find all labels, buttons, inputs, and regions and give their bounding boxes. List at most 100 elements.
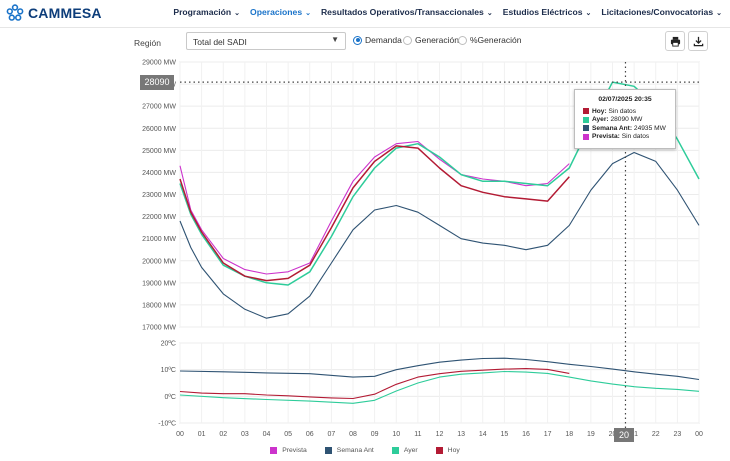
tooltip-date: 02/07/2025 20:35 (598, 96, 652, 103)
y-tick-label: 10ºC (161, 367, 176, 374)
x-tick-label: 15 (500, 431, 508, 438)
nav-licitaciones[interactable]: Licitaciones/Convocatorias ⌄ (601, 7, 722, 17)
legend-label: Prevista (282, 446, 307, 454)
y-tick-label: 25000 MW (142, 148, 176, 155)
radio-dot (403, 35, 412, 45)
y-tick-label: 0ºC (164, 394, 176, 401)
x-tick-label: 00 (695, 431, 703, 438)
nav-label: Estudios Eléctricos (502, 7, 583, 17)
tooltip-row-prevista: Prevista: Sin datos (583, 133, 675, 142)
tooltip-row-ayer: Ayer: 28090 MW (583, 116, 675, 125)
legend-item-ayer[interactable]: Ayer (391, 444, 418, 456)
y-tick-label: 20ºC (161, 341, 176, 348)
x-tick-label: 14 (479, 431, 487, 438)
legend-swatch (270, 446, 278, 454)
x-tick-label: 02 (219, 431, 227, 438)
y-tick-label: 21000 MW (142, 236, 176, 243)
legend-label: Semana Ant (336, 446, 374, 454)
x-tick-label: 04 (263, 431, 271, 438)
y-tick-label: 27000 MW (142, 104, 176, 111)
x-tick-label: 12 (436, 431, 444, 438)
radio-generacion[interactable]: Generación (403, 35, 459, 45)
tooltip-key: Hoy: (592, 107, 607, 115)
x-tick-label: 06 (306, 431, 314, 438)
x-tick-label: 22 (652, 431, 660, 438)
chevron-down-icon: ⌄ (716, 10, 722, 17)
x-tick-label: 09 (371, 431, 379, 438)
x-tick-label: 20 (609, 431, 617, 438)
x-tick-label: 16 (522, 431, 530, 438)
crosshair-x-badge: 20 (614, 428, 634, 442)
printer-icon (670, 36, 680, 47)
tooltip-value: Sin datos (608, 107, 637, 115)
radio-demanda[interactable]: Demanda (353, 35, 402, 45)
legend-item-prevista[interactable]: Prevista (270, 444, 307, 456)
legend-swatch (435, 446, 443, 454)
y-tick-label: 22000 MW (142, 214, 176, 221)
swatch-semana-ant (583, 125, 589, 132)
cammesa-logo-icon (6, 4, 24, 21)
print-button[interactable] (665, 31, 685, 51)
y-tick-label: 20000 MW (142, 258, 176, 265)
swatch-ayer (583, 116, 589, 123)
x-tick-label: 08 (349, 431, 357, 438)
x-tick-label: 03 (241, 431, 249, 438)
legend-swatch (324, 446, 332, 454)
y-tick-label: -10ºC (158, 421, 176, 428)
legend-item-hoy[interactable]: Hoy (435, 444, 460, 456)
brand-name: CAMMESA (28, 5, 102, 21)
nav-label: Operaciones (250, 7, 303, 17)
tooltip-key: Ayer: (592, 116, 609, 124)
radio-label: Generación (415, 35, 459, 45)
crosshair-y-badge: 28090 (140, 75, 174, 90)
nav-label: Licitaciones/Convocatorias (601, 7, 714, 17)
x-tick-label: 19 (587, 431, 595, 438)
download-button[interactable] (688, 31, 708, 51)
tooltip-value: 28090 MW (610, 116, 643, 124)
chart-tooltip: 02/07/2025 20:35 Hoy: Sin datos Ayer: 28… (574, 89, 676, 149)
y-tick-label: 19000 MW (142, 280, 176, 287)
x-tick-label: 13 (457, 431, 465, 438)
chart-legend: Prevista Semana Ant Ayer Hoy (0, 444, 730, 456)
region-select[interactable]: Total del SADI ▼ (186, 32, 346, 50)
main-nav: Programación ⌄ Operaciones ⌄ Resultados Op… (173, 7, 722, 17)
series-line-hoy-demand (179, 145, 570, 282)
tooltip-row-semana-ant: Semana Ant: 24935 MW (583, 124, 675, 133)
series-line-semana-ant-temp (179, 357, 700, 381)
chevron-down-icon: ⌄ (486, 10, 493, 17)
y-tick-label: 18000 MW (142, 302, 176, 309)
x-tick-label: 23 (673, 431, 681, 438)
swatch-hoy (583, 108, 589, 115)
radio-porcentaje-generacion[interactable]: %Generación (458, 35, 522, 45)
x-tick-label: 11 (414, 431, 421, 438)
legend-label: Hoy (447, 446, 460, 454)
x-tick-label: 00 (176, 431, 184, 438)
tooltip-row-hoy: Hoy: Sin datos (583, 107, 675, 116)
nav-operaciones[interactable]: Operaciones ⌄ (250, 7, 311, 17)
swatch-prevista (583, 133, 589, 140)
nav-label: Resultados Operativos/Transaccionales (320, 7, 484, 17)
tooltip-value: Sin datos (621, 133, 650, 141)
legend-label: Ayer (403, 446, 418, 454)
nav-resultados[interactable]: Resultados Operativos/Transaccionales ⌄ (321, 7, 493, 17)
x-tick-label: 05 (284, 431, 292, 438)
radio-label: Demanda (365, 35, 402, 45)
brand-logo[interactable]: CAMMESA (6, 4, 102, 22)
y-tick-label: 23000 MW (142, 192, 176, 199)
tooltip-key: Prevista: (592, 133, 620, 141)
chevron-down-icon: ⌄ (585, 10, 592, 17)
chevron-down-icon: ⌄ (234, 10, 241, 17)
legend-swatch (391, 446, 399, 454)
nav-label: Programación (173, 7, 232, 17)
x-tick-label: 10 (392, 431, 400, 438)
nav-programacion[interactable]: Programación ⌄ (173, 7, 240, 17)
radio-label: %Generación (470, 35, 522, 45)
x-tick-label: 01 (198, 431, 206, 438)
download-icon (693, 36, 703, 46)
region-label: Región (134, 38, 161, 48)
legend-item-semana-ant[interactable]: Semana Ant (324, 444, 374, 456)
y-tick-label: 26000 MW (142, 126, 176, 133)
y-tick-label: 17000 MW (142, 325, 176, 332)
nav-estudios[interactable]: Estudios Eléctricos ⌄ (503, 7, 592, 17)
